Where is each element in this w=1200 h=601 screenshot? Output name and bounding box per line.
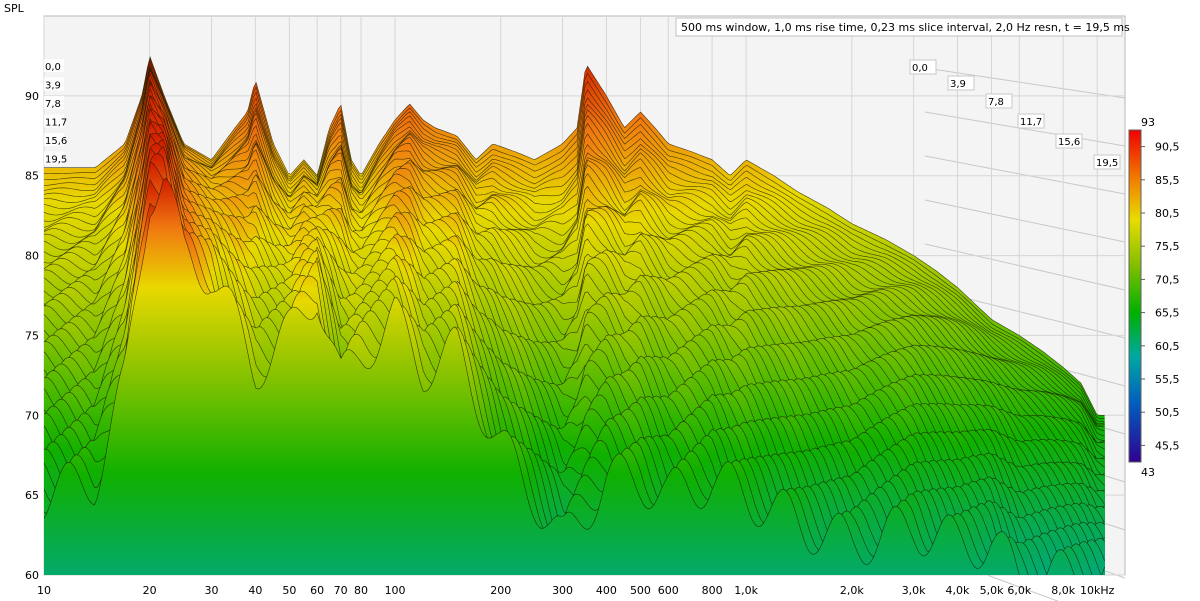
x-tick-label: 3,0k (902, 584, 926, 597)
y-tick-label: 70 (25, 409, 39, 422)
left-time-label-bg (44, 96, 64, 109)
right-time-label-bg (985, 93, 1013, 109)
colorbar-tick-label: 90,5 (1155, 141, 1180, 154)
slice-line (44, 177, 1105, 575)
x-tick-label: 600 (658, 584, 679, 597)
left-time-labels: 0,0 3,9 7,8 11,7 15,6 19,5 (44, 59, 67, 166)
x-tick-label: 5,0k (980, 584, 1004, 597)
slice-line (44, 58, 1105, 419)
x-tick-label: 800 (702, 584, 723, 597)
perspective-line (924, 155, 1126, 195)
x-tick-label: 6,0k (1007, 584, 1031, 597)
perspective-line (924, 67, 1126, 99)
right-time-label-bg (1093, 154, 1121, 170)
x-tick-label: 400 (596, 584, 617, 597)
colorbar-tick-label: 55,5 (1155, 373, 1180, 386)
right-time-label: 3,9 (950, 79, 966, 90)
left-time-label: 0,0 (45, 62, 61, 73)
x-tick-label: 4,0k (946, 584, 970, 597)
x-tick-label: 50 (282, 584, 296, 597)
y-axis-label: SPL (4, 2, 25, 15)
header-info-box (675, 17, 1123, 37)
left-time-label: 11,7 (45, 118, 67, 129)
y-tick-label: 65 (25, 489, 39, 502)
y-tick-label: 85 (25, 170, 39, 183)
x-tick-label: 40 (248, 584, 262, 597)
x-tick-label: 10kHz (1080, 584, 1115, 597)
colorbar-ticks: 90,5 85,5 80,5 75,5 70,5 65,5 60,5 55,5 50,5 45,5 (1141, 141, 1180, 452)
x-tick-label: 100 (385, 584, 406, 597)
header-info-text: 500 ms window, 1,0 ms rise time, 0,23 ms… (681, 21, 1130, 34)
right-time-label-bg (947, 75, 975, 91)
colorbar-tick-label: 80,5 (1155, 207, 1180, 220)
slice-line (44, 67, 1105, 428)
perspective-line (924, 199, 1126, 243)
x-tick-label: 8,0k (1051, 584, 1075, 597)
x-tick-label: 300 (552, 584, 573, 597)
right-time-label: 15,6 (1058, 137, 1080, 148)
y-tick-label: 60 (25, 569, 39, 582)
waterfall-slices (44, 55, 1105, 575)
colorbar-tick-label: 70,5 (1155, 273, 1180, 286)
slice-line (44, 82, 1105, 458)
x-tick-label: 80 (354, 584, 368, 597)
slice-line (44, 83, 1105, 444)
slice-line (44, 99, 1105, 460)
x-tick-label: 10 (37, 584, 51, 597)
left-time-label: 3,9 (45, 81, 61, 92)
x-tick-label: 2,0k (840, 584, 864, 597)
left-time-label-bg (44, 133, 64, 146)
x-tick-label: 200 (490, 584, 511, 597)
y-tick-label: 75 (25, 329, 39, 342)
left-time-label-bg (44, 59, 64, 72)
right-time-label-bg (1017, 113, 1045, 129)
left-time-label: 7,8 (45, 99, 61, 110)
colorbar (1128, 129, 1142, 463)
colorbar-tick-label: 65,5 (1155, 307, 1180, 320)
right-time-label-bg (1055, 133, 1083, 149)
right-time-label: 7,8 (988, 97, 1004, 108)
right-time-label: 11,7 (1020, 117, 1042, 128)
slice-line (44, 69, 1105, 437)
colorbar-tick-label: 50,5 (1155, 406, 1180, 419)
perspective-line (924, 243, 1126, 291)
right-time-label: 19,5 (1096, 158, 1118, 169)
x-tick-label: 500 (630, 584, 651, 597)
x-tick-label: 60 (310, 584, 324, 597)
slice-line (44, 64, 1105, 425)
left-time-label-bg (44, 114, 64, 128)
colorbar-tick-label: 45,5 (1155, 439, 1180, 452)
x-tick-label: 20 (143, 584, 157, 597)
slice-line (44, 66, 1105, 426)
slice-line (44, 67, 1105, 432)
colorbar-tick-label: 75,5 (1155, 240, 1180, 253)
left-time-label-bg (44, 77, 64, 91)
slice-line (44, 55, 1105, 416)
right-time-label-bg (909, 59, 937, 75)
x-tick-label: 70 (334, 584, 348, 597)
slice-line (44, 60, 1105, 422)
slice-line (44, 81, 1105, 450)
slice-fill (44, 178, 1105, 575)
x-tick-label: 30 (205, 584, 219, 597)
colorbar-min-label: 43 (1141, 466, 1155, 479)
left-time-label: 15,6 (45, 136, 67, 147)
x-axis-ticks: 10 20 30 40 50 60 70 80 100 200 300 400 500 600 800 1,0… (37, 584, 1115, 597)
right-time-label: 0,0 (912, 63, 928, 74)
perspective-line (924, 111, 1126, 147)
right-time-labels: 0,0 3,9 7,8 11,7 15,6 19,5 (909, 59, 1121, 170)
x-tick-label: 1,0k (734, 584, 758, 597)
colorbar-tick-label: 60,5 (1155, 340, 1180, 353)
left-time-label: 19,5 (45, 155, 67, 166)
y-tick-label: 80 (25, 250, 39, 263)
colorbar-tick-label: 85,5 (1155, 174, 1180, 187)
y-axis-ticks: 60 65 70 75 80 85 90 (25, 90, 39, 582)
y-tick-label: 90 (25, 90, 39, 103)
colorbar-max-label: 93 (1141, 116, 1155, 129)
left-time-label-bg (44, 151, 64, 165)
